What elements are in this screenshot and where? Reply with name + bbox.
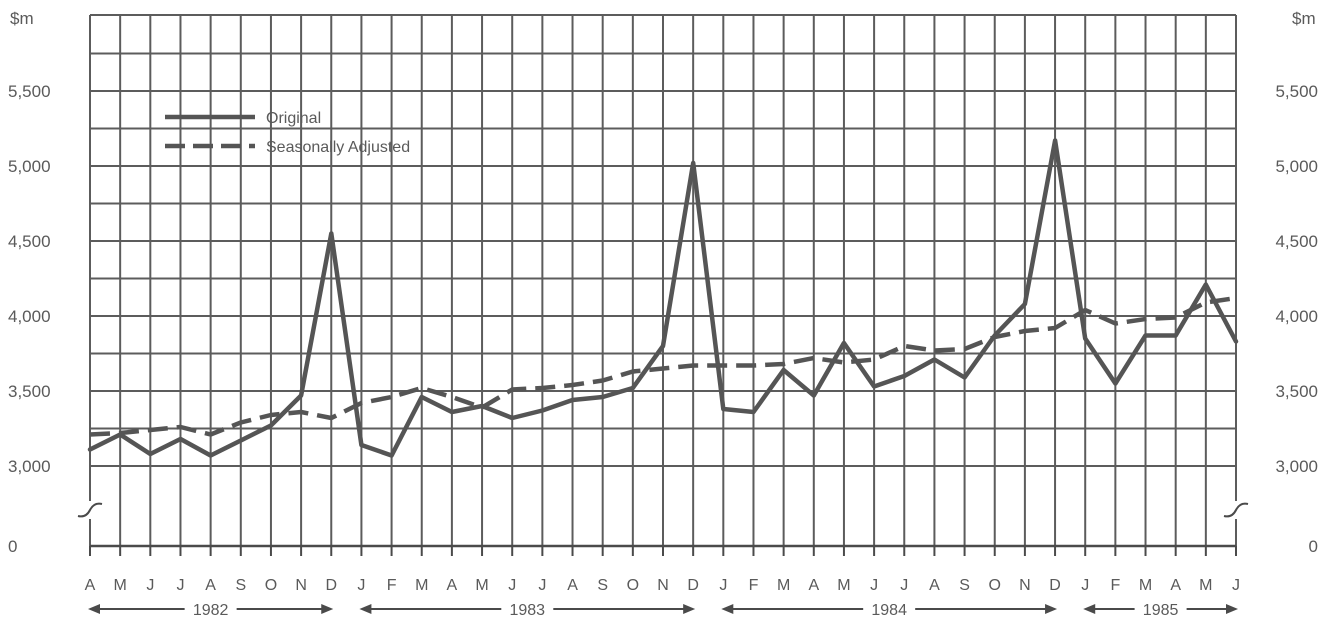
year-label: 1984: [871, 602, 907, 617]
year-span-arrow-left: [1083, 604, 1096, 614]
series-line-original: [87, 138, 1239, 458]
x-tick-label: M: [113, 577, 126, 594]
x-tick-label: A: [1170, 577, 1181, 594]
y-tick-label-right: 0: [1309, 537, 1318, 556]
year-span-arrow-right: [683, 604, 696, 614]
x-tick-label: M: [475, 577, 488, 594]
year-label: 1982: [193, 602, 229, 617]
grid: [89, 14, 1237, 546]
series-line-seasonally-adjusted: [89, 295, 1237, 437]
x-tick-label: J: [1232, 577, 1240, 594]
x-tick-label: J: [176, 577, 184, 594]
x-tick-label: S: [959, 577, 970, 594]
x-tick-label: J: [146, 577, 154, 594]
year-span-arrow-right: [321, 604, 334, 614]
year-span-arrow-left: [88, 604, 100, 614]
x-tick-label: S: [235, 577, 246, 594]
y-tick-label-right: 5,000: [1275, 157, 1318, 176]
x-tick-label: M: [1199, 577, 1212, 594]
y-unit-label-right: $m: [1292, 9, 1316, 28]
x-tick-label: O: [627, 577, 639, 594]
y-tick-label-left: 3,500: [8, 382, 51, 401]
x-tick-label: A: [85, 577, 96, 594]
year-label: 1985: [1143, 602, 1179, 617]
x-tick-label: M: [837, 577, 850, 594]
year-span-arrow-left: [721, 604, 734, 614]
x-tick-label: M: [1139, 577, 1152, 594]
x-tick-label: J: [900, 577, 908, 594]
x-tick-label: D: [1049, 577, 1061, 594]
x-tick-label: F: [1110, 577, 1120, 594]
x-tick-label: O: [989, 577, 1001, 594]
axis-break-left: [77, 502, 103, 518]
x-tick-label: N: [657, 577, 669, 594]
y-tick-label-right: 4,500: [1275, 232, 1318, 251]
x-tick-label: J: [508, 577, 516, 594]
legend-label-seasonally-adjusted: Seasonally Adjusted: [266, 139, 410, 156]
y-tick-label-right: 3,500: [1275, 382, 1318, 401]
y-tick-labels-left: 5,500 5,000 4,500 4,000 3,500 3,000 0: [8, 82, 51, 556]
y-tick-label-left: 5,000: [8, 157, 51, 176]
x-tick-label: A: [205, 577, 216, 594]
x-tick-label: J: [538, 577, 546, 594]
y-tick-label-left: 0: [8, 537, 17, 556]
y-unit-label-left: $m: [10, 9, 34, 28]
x-tick-label: D: [325, 577, 337, 594]
x-tick-label: A: [929, 577, 940, 594]
x-tick-label: J: [870, 577, 878, 594]
x-tick-label: F: [387, 577, 397, 594]
x-tick-label: M: [777, 577, 790, 594]
x-tick-label: J: [357, 577, 365, 594]
x-tick-label: O: [265, 577, 277, 594]
legend-label-original: Original: [266, 110, 321, 127]
x-tick-label: M: [415, 577, 428, 594]
year-span-arrow-right: [1226, 604, 1238, 614]
x-tick-label: D: [687, 577, 699, 594]
y-tick-labels-right: 5,500 5,000 4,500 4,000 3,500 3,000 0: [1275, 82, 1318, 556]
y-tick-label-right: 4,000: [1275, 307, 1318, 326]
y-tick-label-left: 3,000: [8, 457, 51, 476]
y-tick-label-right: 3,000: [1275, 457, 1318, 476]
x-tick-label: F: [749, 577, 759, 594]
x-tick-label: N: [1019, 577, 1031, 594]
axis-break-right: [1223, 502, 1249, 518]
year-labels: 1982 1983 1984 1985: [88, 602, 1238, 617]
x-tick-label: A: [808, 577, 819, 594]
y-tick-label-left: 4,500: [8, 232, 51, 251]
year-span-arrow-right: [1045, 604, 1058, 614]
legend: Original Seasonally Adjusted: [165, 110, 410, 156]
axes: [76, 501, 1250, 556]
year-span-arrow-left: [359, 604, 372, 614]
x-tick-label: N: [295, 577, 307, 594]
series-lines: [87, 138, 1239, 458]
x-tick-label: J: [1081, 577, 1089, 594]
x-tick-label: J: [719, 577, 727, 594]
year-label: 1983: [509, 602, 545, 617]
y-tick-label-left: 5,500: [8, 82, 51, 101]
x-tick-label: A: [447, 577, 458, 594]
x-tick-label: A: [567, 577, 578, 594]
x-tick-label: S: [597, 577, 608, 594]
y-tick-label-right: 5,500: [1275, 82, 1318, 101]
y-tick-label-left: 4,000: [8, 307, 51, 326]
